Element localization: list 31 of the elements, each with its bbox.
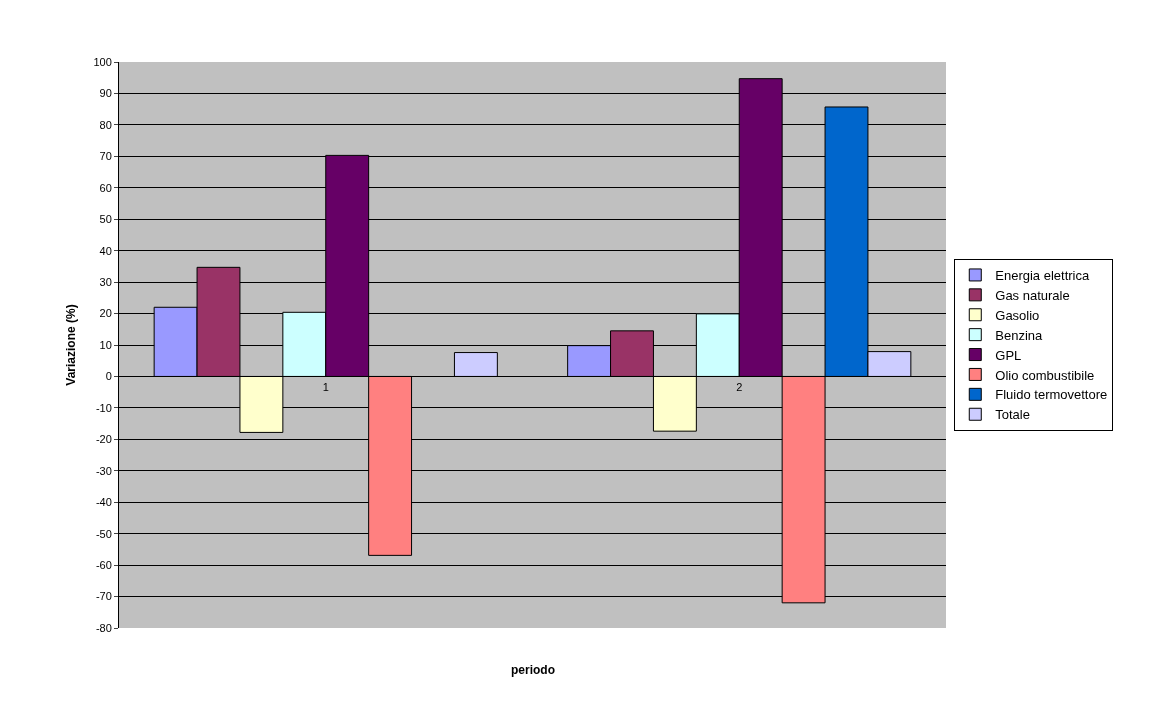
y-tick-label: 80 [99, 118, 112, 131]
y-tick-label: 0 [105, 370, 112, 383]
y-tick-label: 10 [99, 338, 112, 351]
legend-label: Benzina [995, 327, 1044, 343]
y-tick-label: -30 [95, 464, 112, 477]
x-tick-label: 2 [736, 380, 743, 393]
legend-label: GPL [995, 347, 1022, 363]
y-tick-label: -20 [95, 433, 112, 446]
y-tick-label: 90 [99, 87, 112, 100]
y-axis-title: Variazione (%) [63, 304, 78, 386]
y-tick-label: -70 [95, 590, 112, 603]
y-tick-label: -80 [95, 621, 112, 634]
legend-label: Energia elettrica [995, 268, 1090, 284]
y-tick-label: -50 [95, 527, 112, 540]
legend-label: Fluido termovettore [995, 387, 1108, 403]
legend-label: Gasolio [995, 307, 1040, 323]
y-tick-label: 70 [99, 150, 112, 163]
x-axis-title: periodo [511, 663, 555, 677]
legend-label: Olio combustibile [995, 367, 1095, 383]
y-tick-label: 100 [93, 55, 112, 68]
y-tick-label: 30 [99, 275, 112, 288]
y-tick-label: -60 [95, 558, 112, 571]
legend-label: Gas naturale [995, 287, 1070, 303]
y-tick-label: 50 [99, 213, 112, 226]
y-tick-label: 20 [99, 307, 112, 320]
y-tick-label: -40 [95, 496, 112, 509]
legend-label: Totale [995, 407, 1030, 423]
y-tick-label: 40 [99, 244, 112, 257]
y-tick-label: 60 [99, 181, 112, 194]
x-tick-label: 1 [322, 380, 329, 393]
y-tick-label: -10 [95, 401, 112, 414]
